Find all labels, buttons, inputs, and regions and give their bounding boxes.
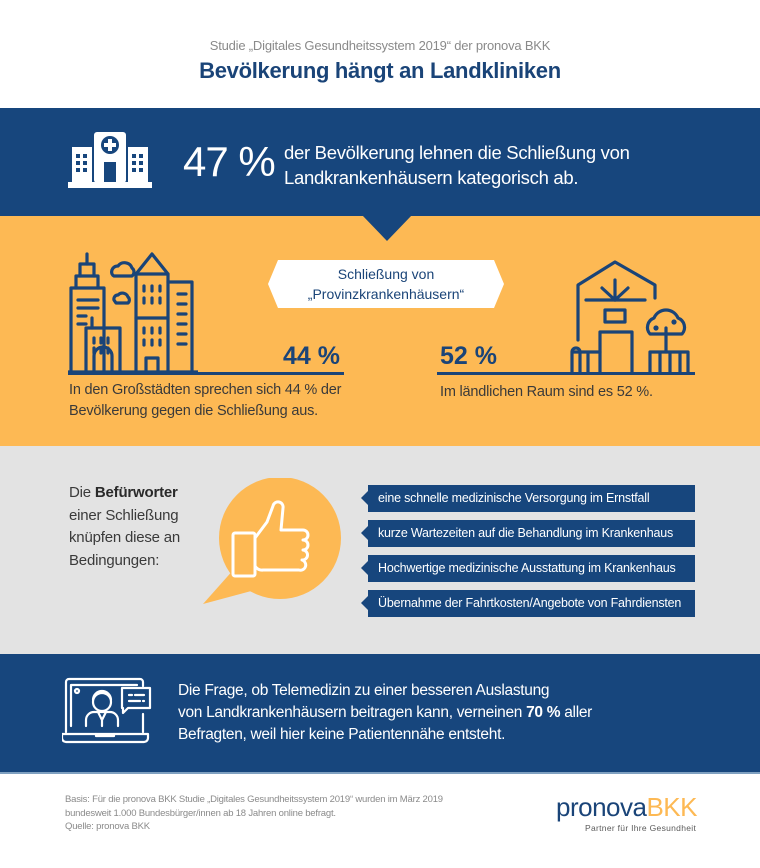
tele-line2: von Landkrankenhäusern beitragen kann, v… (178, 702, 592, 724)
note-line2: bundesweit 1.000 Bundesbürger/innen ab 1… (65, 807, 336, 819)
telemedicine-text: Die Frage, ob Telemedizin zu einer besse… (178, 680, 592, 746)
hospital-icon (68, 130, 152, 190)
pronova-bkk-logo: pronovaBKK Partner für Ihre Gesundheit (556, 793, 697, 833)
intro-bold: Befürworter (94, 484, 178, 501)
intro-prefix: Die (69, 484, 95, 501)
proponents-intro: Die Befürworter einer Schließung knüpfen… (69, 482, 180, 572)
source-note: Basis: Für die pronova BKK Studie „Digit… (65, 793, 443, 834)
note-line1: Basis: Für die pronova BKK Studie „Digit… (65, 794, 443, 805)
top-stat-band (0, 108, 760, 216)
tele-line2-prefix: von Landkrankenhäusern beitragen kann, v… (178, 704, 527, 721)
stat-44-percent: 44 % (283, 342, 340, 370)
rural-baseline (437, 372, 695, 375)
condition-item: kurze Wartezeiten auf die Behandlung im … (361, 520, 695, 547)
arrow-pointer (362, 215, 412, 241)
tele-line1: Die Frage, ob Telemedizin zu einer besse… (178, 682, 550, 699)
logo-pronova: pronova (556, 792, 647, 822)
conditions-band (0, 446, 760, 654)
banner-label: Schließung von „Provinzkrankenhäusern“ (268, 264, 504, 304)
stat-47-line1: der Bevölkerung lehnen die Schließung vo… (284, 142, 630, 163)
stat-52-percent: 52 % (440, 342, 497, 370)
farmhouse-icon (570, 260, 690, 375)
city-line2: Bevölkerung gegen die Schließung aus. (69, 403, 318, 419)
banner-line1: Schließung von (337, 266, 435, 282)
logo-tagline: Partner für Ihre Gesundheit (585, 823, 697, 833)
stat-70-percent: 70 % (526, 704, 561, 721)
banner-line2: „Provinzkrankenhäusern“ (307, 286, 465, 302)
note-source: Quelle: pronova BKK (65, 821, 150, 832)
thumbs-up-icon (195, 478, 343, 608)
logo-bkk: BKK (646, 792, 697, 822)
stat-47-line2: Landkrankenhäusern kategorisch ab. (284, 167, 579, 188)
condition-item: Übernahme der Fahrtkosten/Angebote von F… (361, 590, 695, 617)
banner-shape (268, 260, 504, 308)
condition-item: eine schnelle medizinische Versorgung im… (361, 485, 695, 512)
city-baseline (68, 372, 344, 375)
telemedicine-band (0, 654, 760, 774)
study-subtitle: Studie „Digitales Gesundheitssystem 2019… (209, 38, 551, 53)
stat-47-percent: 47 % (183, 138, 276, 185)
intro-line3: knüpfen diese an (69, 529, 181, 546)
tele-line3: Befragten, weil hier keine Patientennähe… (178, 726, 506, 743)
city-skyline-icon (68, 248, 198, 374)
comparison-band (0, 216, 760, 446)
header: Studie „Digitales Gesundheitssystem 2019… (0, 0, 760, 108)
stat-47-description: der Bevölkerung lehnen die Schließung vo… (284, 140, 630, 190)
rural-description: Im ländlichen Raum sind es 52 %. (440, 384, 653, 400)
city-line1: In den Großstädten sprechen sich 44 % de… (69, 382, 342, 398)
tele-line2-suffix: aller (560, 704, 593, 721)
laptop-doctor-icon (62, 676, 154, 746)
condition-item: Hochwertige medizinische Ausstattung im … (361, 555, 695, 582)
intro-line4: Bedingungen: (69, 551, 160, 569)
page-title: Bevölkerung hängt an Landkliniken (199, 58, 561, 83)
intro-line2: einer Schließung (69, 506, 179, 524)
city-description: In den Großstädten sprechen sich 44 % de… (69, 380, 341, 422)
